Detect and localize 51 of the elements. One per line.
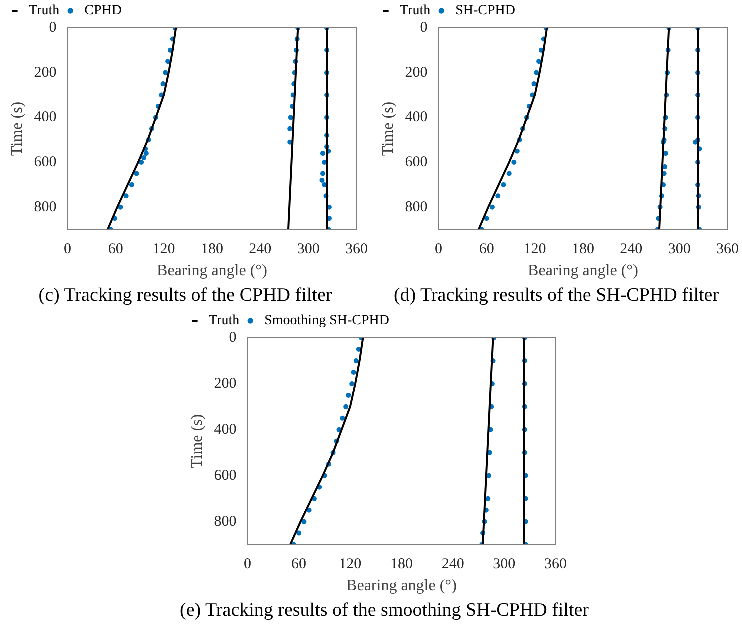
legend-label: Truth xyxy=(209,314,240,329)
legend-label: SH-CPHD xyxy=(456,4,516,19)
y-tick-label: 600 xyxy=(34,154,57,170)
y-axis-title: Time (s) xyxy=(380,102,397,156)
x-tick-label: 180 xyxy=(572,242,594,258)
y-tick-label: 200 xyxy=(405,64,428,81)
x-tick-label: 300 xyxy=(493,556,516,573)
x-axis-title: Bearing angle (°) xyxy=(528,262,638,280)
x-tick-label: 120 xyxy=(339,556,362,573)
legend-label: Truth xyxy=(400,4,431,19)
legend-label: CPHD xyxy=(84,4,122,19)
x-tick-label: 0 xyxy=(434,242,442,258)
x-tick-label: 240 xyxy=(249,242,272,258)
y-tick-label: 200 xyxy=(214,376,237,392)
y-tick-label: 0 xyxy=(420,20,428,36)
y-axis-title: Time (s) xyxy=(8,102,26,156)
x-tick-label: 120 xyxy=(524,242,546,258)
y-tick-label: 600 xyxy=(405,154,428,170)
y-tick-label: 0 xyxy=(49,20,57,36)
y-tick-label: 800 xyxy=(405,199,428,216)
x-tick-label: 60 xyxy=(108,242,124,258)
text: (e) Tracking results of the smoothing SH-CPHD filter xyxy=(180,600,590,622)
x-tick-label: 360 xyxy=(544,556,567,573)
text: (d) Tracking results of the SH-CPHD filter xyxy=(392,285,720,307)
y-tick-label: 800 xyxy=(34,199,57,216)
x-tick-label: 180 xyxy=(200,242,224,258)
y-tick-label: 800 xyxy=(214,514,237,530)
x-tick-label: 360 xyxy=(716,242,739,258)
x-axis-title: Bearing angle (°) xyxy=(157,262,268,280)
y-tick-label: 400 xyxy=(34,110,57,126)
y-axis-title: Time (s) xyxy=(188,414,206,468)
x-tick-label: 0 xyxy=(244,556,252,573)
y-tick-label: 200 xyxy=(34,64,57,81)
x-tick-label: 60 xyxy=(479,242,494,258)
x-tick-label: 0 xyxy=(64,242,72,258)
y-tick-label: 400 xyxy=(405,110,428,126)
legend-label: Truth xyxy=(29,4,60,19)
x-tick-label: 240 xyxy=(442,556,464,573)
legend-label: Smoothing SH-CPHD xyxy=(264,314,390,329)
x-tick-label: 300 xyxy=(297,242,320,258)
x-tick-label: 360 xyxy=(346,242,368,258)
x-axis-title: Bearing angle (°) xyxy=(346,578,457,595)
y-tick-label: 400 xyxy=(214,422,237,438)
x-tick-label: 120 xyxy=(152,242,176,258)
x-tick-label: 180 xyxy=(390,556,413,573)
y-tick-label: 600 xyxy=(214,468,237,484)
x-tick-label: 240 xyxy=(620,242,643,258)
x-tick-label: 60 xyxy=(292,556,307,573)
text: (c) Tracking results of the CPHD filter xyxy=(38,285,334,307)
x-tick-label: 300 xyxy=(668,242,691,258)
y-tick-label: 0 xyxy=(229,330,237,346)
